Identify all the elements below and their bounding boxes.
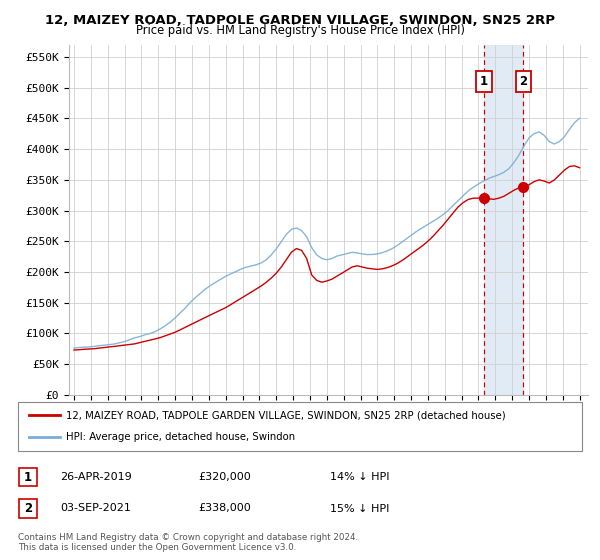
Text: Contains HM Land Registry data © Crown copyright and database right 2024.: Contains HM Land Registry data © Crown c…	[18, 533, 358, 542]
Text: 2: 2	[24, 502, 32, 515]
Text: 03-SEP-2021: 03-SEP-2021	[60, 503, 131, 514]
Text: 1: 1	[480, 75, 488, 88]
FancyBboxPatch shape	[18, 402, 582, 451]
Text: HPI: Average price, detached house, Swindon: HPI: Average price, detached house, Swin…	[66, 432, 295, 442]
Text: 15% ↓ HPI: 15% ↓ HPI	[330, 503, 389, 514]
Text: 26-APR-2019: 26-APR-2019	[60, 472, 132, 482]
FancyBboxPatch shape	[19, 468, 37, 486]
Text: 12, MAIZEY ROAD, TADPOLE GARDEN VILLAGE, SWINDON, SN25 2RP: 12, MAIZEY ROAD, TADPOLE GARDEN VILLAGE,…	[45, 14, 555, 27]
Text: 14% ↓ HPI: 14% ↓ HPI	[330, 472, 389, 482]
Text: £320,000: £320,000	[198, 472, 251, 482]
Text: This data is licensed under the Open Government Licence v3.0.: This data is licensed under the Open Gov…	[18, 543, 296, 552]
Text: 2: 2	[520, 75, 527, 88]
Text: 12, MAIZEY ROAD, TADPOLE GARDEN VILLAGE, SWINDON, SN25 2RP (detached house): 12, MAIZEY ROAD, TADPOLE GARDEN VILLAGE,…	[66, 410, 506, 421]
Text: Price paid vs. HM Land Registry's House Price Index (HPI): Price paid vs. HM Land Registry's House …	[136, 24, 464, 37]
Text: 1: 1	[24, 470, 32, 484]
Text: £338,000: £338,000	[198, 503, 251, 514]
Bar	[484, 45, 523, 395]
FancyBboxPatch shape	[19, 500, 37, 517]
